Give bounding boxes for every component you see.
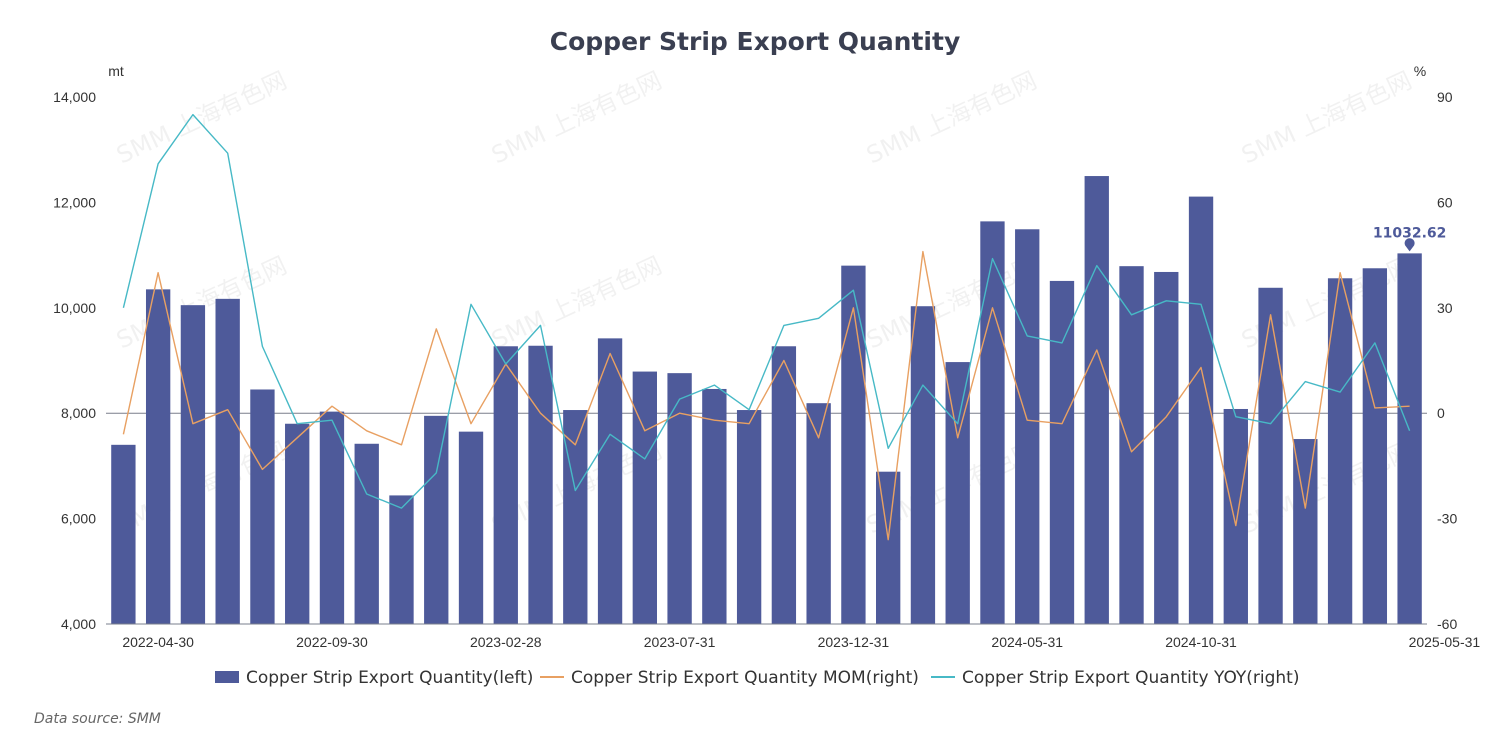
bar [806,403,831,624]
watermark-text: SMM 上海有色网 [1237,66,1416,169]
mom-line [122,250,1410,541]
bar [389,495,414,624]
bar [736,410,762,624]
right-tick-label: -60 [1437,616,1457,632]
bar [702,388,727,624]
bar [1015,229,1040,625]
watermark-text: SMM 上海有色网 [862,251,1041,354]
bar [1327,278,1353,624]
bar [180,305,206,624]
right-axis-unit: % [1414,63,1426,79]
x-tick-label: 2022-04-30 [122,634,194,650]
bar [1258,287,1283,624]
left-axis-unit: mt [108,63,124,79]
left-tick-label: 8,000 [61,405,96,421]
watermark-text: SMM 上海有色网 [112,66,291,169]
right-axis: -60 -30 0 30 60 90 [1437,89,1457,632]
bar [319,411,345,624]
right-tick-label: 0 [1437,405,1445,421]
x-tick-label: 2023-12-31 [818,634,890,650]
left-tick-label: 12,000 [53,194,96,210]
left-tick-label: 14,000 [53,89,96,105]
bar [1049,280,1075,624]
bar [980,221,1005,624]
x-tick-label: 2023-07-31 [644,634,716,650]
data-source: Data source: SMM [34,711,161,727]
left-tick-label: 10,000 [53,300,96,316]
bar [1293,439,1318,624]
bar [563,410,588,624]
bar [354,443,379,624]
watermark-text: SMM 上海有色网 [862,66,1041,169]
bar [1223,408,1248,624]
x-tick-label: 2025-05-31 [1409,634,1481,650]
legend-label: Copper Strip Export Quantity YOY(right) [962,668,1300,688]
bar [1362,268,1388,624]
right-tick-label: 60 [1437,194,1453,210]
legend-label: Copper Strip Export Quantity MOM(right) [571,668,919,688]
right-tick-label: -30 [1437,511,1457,527]
bar [1188,196,1214,624]
bar [667,373,692,624]
watermark-text: SMM 上海有色网 [487,66,666,169]
bar [597,338,623,624]
legend-label: Copper Strip Export Quantity(left) [246,668,533,688]
yoy-line [122,113,1411,509]
bar [493,346,518,624]
bar [945,362,970,624]
bar [910,306,936,624]
bar [1084,176,1109,625]
right-tick-label: 90 [1437,89,1453,105]
chart-title: Copper Strip Export Quantity [550,27,961,56]
bar [145,289,171,624]
watermark-text: SMM 上海有色网 [487,251,666,354]
x-tick-label: 2024-10-31 [1165,634,1237,650]
right-tick-label: 30 [1437,300,1453,316]
bar [215,298,240,624]
marker-pin [1404,238,1415,252]
bar [876,471,901,624]
bar [632,371,657,624]
left-tick-label: 6,000 [61,511,96,527]
x-tick-label: 2024-05-31 [991,634,1063,650]
left-axis: 4,000 6,000 8,000 10,000 12,000 14,000 [53,89,96,632]
bar [1397,253,1422,624]
bar [458,431,484,624]
annotation-label: 11032.62 [1373,225,1447,241]
bar [528,345,553,624]
bar [841,265,866,624]
x-tick-label: 2023-02-28 [470,634,542,650]
latest-value-marker: 11032.62 [1373,225,1447,252]
left-tick-label: 4,000 [61,616,96,632]
bar-series [111,176,1422,625]
bar [424,415,449,624]
bar [1119,266,1144,624]
x-axis: 2022-04-30 2022-09-30 2023-02-28 2023-07-31… [122,634,1480,650]
legend: Copper Strip Export Quantity(left) Copper… [215,668,1300,688]
bar [111,444,136,624]
x-tick-label: 2022-09-30 [296,634,368,650]
bar [250,389,275,624]
bar [1154,271,1179,624]
line-series [122,113,1411,541]
bar [285,423,310,624]
bar [771,346,797,624]
legend-swatch-bar [215,671,239,683]
